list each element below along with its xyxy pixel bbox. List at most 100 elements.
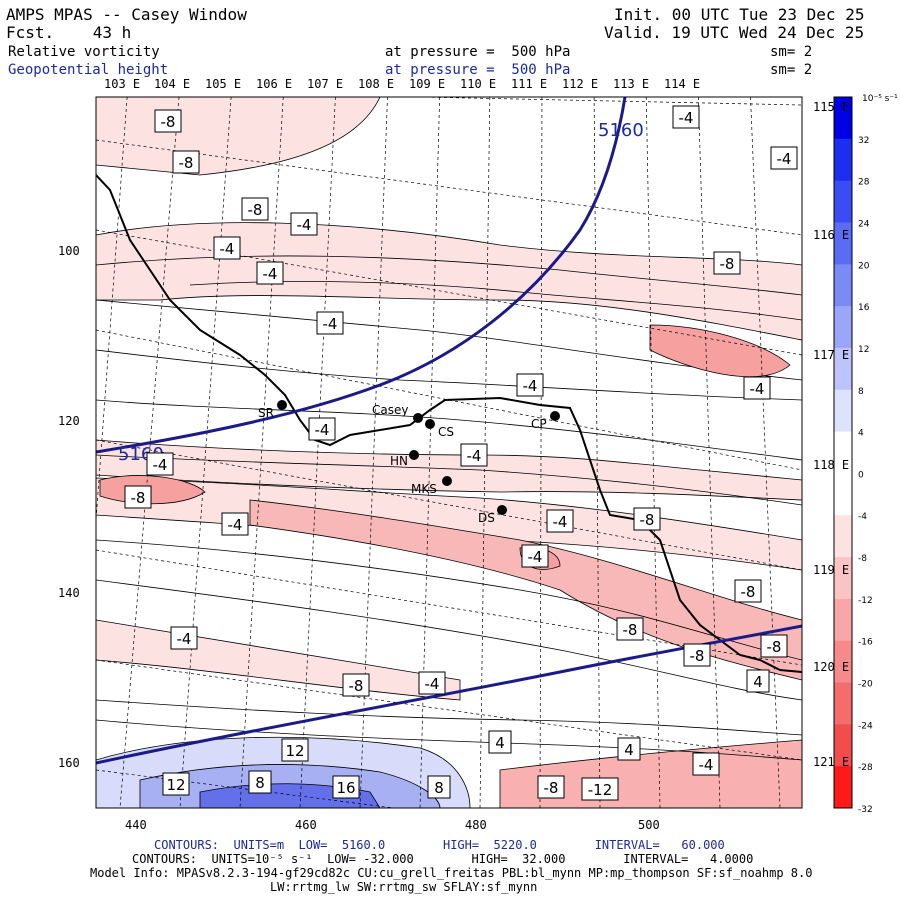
- footer-radiation: LW:rrtmg_lw SW:rrtmg_sw SFLAY:sf_mynn: [270, 880, 538, 894]
- station-label: SR: [258, 406, 274, 420]
- longitude-tick: 106 E: [256, 77, 293, 91]
- title: AMPS MPAS -- Casey Window: [6, 5, 247, 24]
- svg-text:-4: -4: [153, 456, 168, 474]
- vorticity-contour-label: -4: [418, 671, 446, 695]
- station-label: HN: [390, 454, 408, 468]
- vorticity-contour-label: -8: [633, 507, 661, 531]
- station-label: MKS: [411, 482, 437, 496]
- latitude-tick: 117 E: [813, 348, 850, 362]
- svg-text:-4: -4: [220, 240, 235, 258]
- vorticity-labels: -8 -8 -8 -4 -4 -4 -4 -4 -4 -4 -4 -4 -8 -4 -4 -8 -4 -8 -8 -4…: [124, 105, 798, 801]
- colorbar-swatch: [834, 347, 852, 391]
- svg-text:4: 4: [753, 673, 763, 691]
- svg-text:-4: -4: [467, 447, 482, 465]
- station-label: DS: [478, 511, 495, 525]
- colorbar-label: -4: [858, 512, 867, 522]
- vorticity-contour-label: -4: [308, 417, 336, 441]
- latitude-tick: 115 E: [813, 100, 850, 114]
- field2-sm: sm= 2: [770, 62, 813, 78]
- field1-sm: sm= 2: [770, 44, 813, 60]
- latitude-tick: 120 E: [813, 660, 850, 674]
- vorticity-contour-label: -8: [537, 775, 565, 799]
- colorbar-label: 12: [858, 345, 869, 355]
- y-tick-label: 100: [58, 244, 80, 258]
- svg-text:-4: -4: [699, 756, 714, 774]
- vorticity-contour-label: -8: [734, 579, 762, 603]
- vorticity-contour-label: -8: [124, 485, 152, 509]
- longitude-tick: 112 E: [562, 77, 599, 91]
- svg-text:12: 12: [285, 742, 304, 760]
- vorticity-contour-label: -8: [683, 643, 711, 667]
- footer-vorticity: CONTOURS: UNITS=10⁻⁵ s⁻¹ LOW= -32.000 HI…: [132, 852, 754, 866]
- svg-text:-8: -8: [248, 201, 263, 219]
- station-marker: [442, 476, 452, 486]
- vorticity-contour-label: -8: [172, 150, 200, 174]
- colorbar-swatch: [834, 473, 852, 516]
- vorticity-contour-label: -8: [760, 634, 788, 658]
- colorbar-swatch: [834, 97, 852, 140]
- svg-text:-4: -4: [177, 630, 192, 648]
- colorbar-label: 20: [858, 261, 870, 271]
- longitude-tick: 110 E: [460, 77, 497, 91]
- longitude-tick: 105 E: [205, 77, 242, 91]
- vorticity-contour-label: -4: [672, 105, 700, 129]
- colorbar-swatch: [834, 138, 852, 182]
- colorbar-label: 24: [858, 219, 870, 229]
- valid-time: Valid. 19 UTC Wed 24 Dec 25: [604, 23, 865, 42]
- svg-text:-8: -8: [741, 583, 756, 601]
- vorticity-contour-label: -8: [616, 617, 644, 641]
- vorticity-contour-label: 4: [488, 730, 512, 754]
- colorbar-label: -24: [858, 721, 873, 731]
- colorbar-label: 32: [858, 136, 869, 146]
- colorbar-swatch: [834, 766, 852, 809]
- svg-text:-8: -8: [179, 154, 194, 172]
- station-marker: [497, 505, 507, 515]
- vorticity-contour-label: -4: [743, 376, 771, 400]
- vorticity-contour-label: -4: [521, 544, 549, 568]
- colorbar-swatch: [834, 180, 852, 223]
- vorticity-contour-label: -4: [290, 212, 318, 236]
- svg-text:-4: -4: [777, 150, 792, 168]
- colorbar-swatch: [834, 724, 852, 767]
- vorticity-contour-label: -4: [546, 509, 574, 533]
- colorbar-label: 28: [858, 178, 870, 188]
- station-marker: [413, 413, 423, 423]
- colorbar-label: 0: [858, 470, 864, 480]
- vorticity-contour-label: -4: [221, 512, 249, 536]
- station-marker: [425, 419, 435, 429]
- colorbar-label: -16: [858, 638, 873, 648]
- field2-name: Geopotential height: [8, 62, 169, 78]
- field1-level: at pressure = 500 hPa: [385, 44, 571, 60]
- svg-text:-4: -4: [528, 548, 543, 566]
- vorticity-contour-label: -4: [213, 236, 241, 260]
- svg-text:-4: -4: [315, 421, 330, 439]
- svg-text:-8: -8: [720, 255, 735, 273]
- svg-text:12: 12: [166, 776, 185, 794]
- longitude-tick: 107 E: [307, 77, 344, 91]
- svg-text:8: 8: [434, 779, 444, 797]
- colorbar-swatch: [834, 557, 852, 600]
- vorticity-contour-label: -4: [170, 626, 198, 650]
- svg-text:16: 16: [336, 779, 355, 797]
- colorbar-swatch: [834, 431, 852, 474]
- latitude-tick: 119 E: [813, 563, 850, 577]
- footer-height: CONTOURS: UNITS=m LOW= 5160.0 HIGH= 5220…: [154, 838, 725, 852]
- x-tick-label: 500: [638, 818, 660, 832]
- svg-text:-8: -8: [131, 489, 146, 507]
- y-tick-label: 120: [58, 414, 80, 428]
- latitude-tick: 121 E: [813, 755, 850, 769]
- longitude-tick: 108 E: [358, 77, 395, 91]
- vorticity-contour-label: -4: [770, 146, 798, 170]
- x-tick-label: 440: [125, 818, 147, 832]
- vorticity-contour-label: -4: [460, 443, 488, 467]
- vorticity-contour-label: 4: [746, 669, 770, 693]
- colorbar: 32 28 24 20 16 12 8 4 0 -4 -8 -12 -16 -20 -24 -28 -32: [833, 96, 873, 815]
- init-time: Init. 00 UTC Tue 23 Dec 25: [614, 5, 865, 24]
- vorticity-contours: [96, 255, 802, 761]
- colorbar-label: 16: [858, 303, 870, 313]
- field1-name: Relative vorticity: [8, 44, 160, 60]
- vorticity-contour-label: -4: [256, 261, 284, 285]
- svg-text:4: 4: [495, 734, 505, 752]
